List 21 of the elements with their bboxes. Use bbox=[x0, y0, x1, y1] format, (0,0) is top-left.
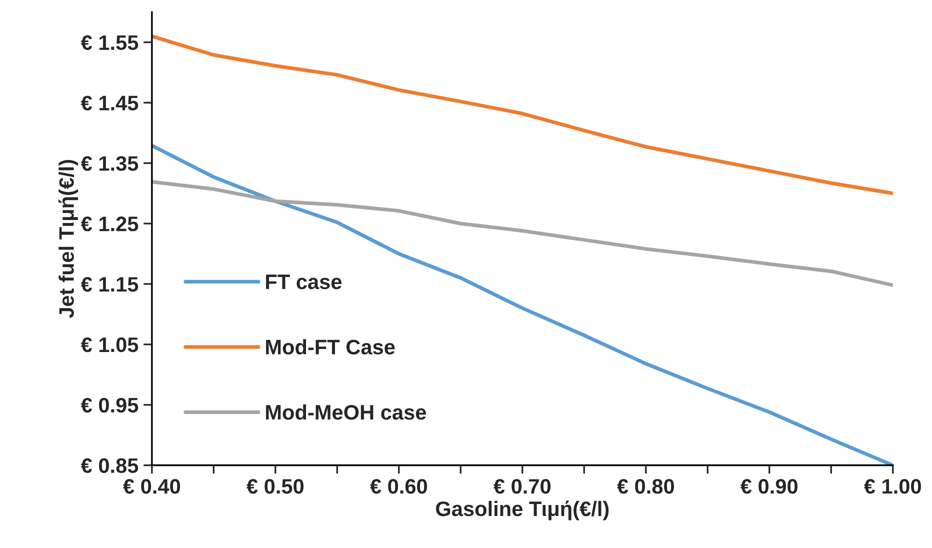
y-tick-label: € 1.35 bbox=[80, 156, 138, 171]
x-tick-label: € 0.40 bbox=[123, 478, 180, 494]
x-tick-label: € 0.50 bbox=[246, 478, 304, 494]
y-tick-label: € 0.85 bbox=[80, 458, 138, 474]
x-tick-label: € 0.60 bbox=[370, 478, 428, 494]
legend-label: Mod-MeOH case bbox=[266, 404, 426, 420]
y-tick-label: € 1.55 bbox=[80, 35, 138, 50]
y-tick-label: € 1.45 bbox=[80, 96, 138, 110]
x-tick-label: € 0.80 bbox=[617, 478, 674, 494]
legend-label: Mod-FT Case bbox=[266, 339, 395, 354]
y-tick-label: € 1.25 bbox=[80, 216, 138, 232]
y-tick-label: € 0.95 bbox=[80, 398, 138, 413]
x-tick-label: € 1.00 bbox=[864, 478, 921, 494]
x-tick-label: € 0.70 bbox=[494, 478, 550, 494]
legend-label: FT case bbox=[266, 274, 342, 290]
line-series bbox=[152, 34, 893, 196]
x-axis-title: Gasoline Τιμή(€/l) bbox=[436, 500, 609, 520]
y-tick-label: € 1.05 bbox=[80, 337, 138, 352]
y-axis-title: Jet fuel Τιμή(€/l) bbox=[58, 160, 78, 318]
y-tick-label: € 1.15 bbox=[80, 276, 138, 292]
x-tick-label: € 0.90 bbox=[740, 478, 798, 494]
